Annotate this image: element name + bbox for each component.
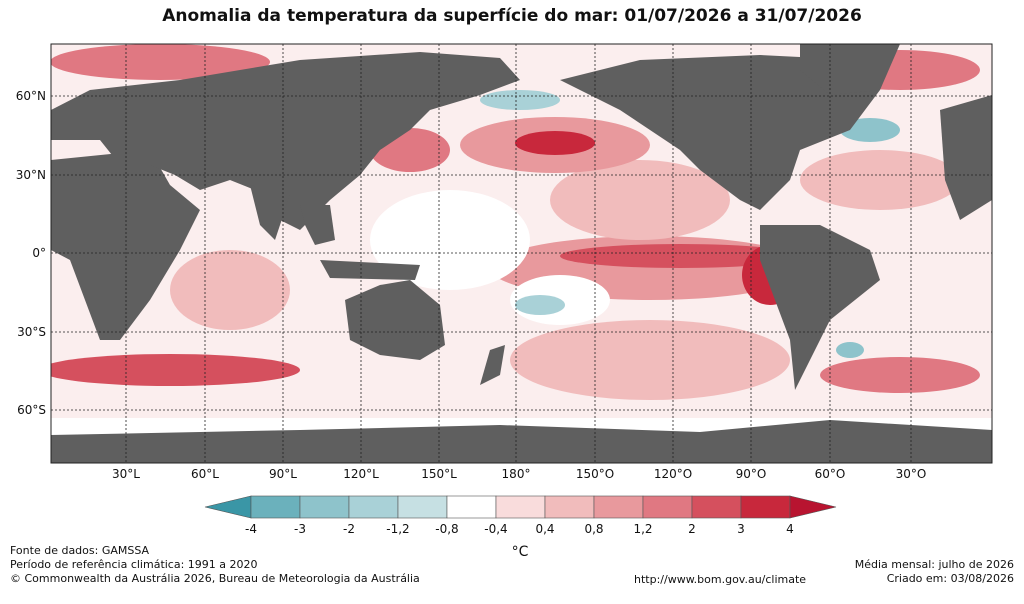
- colorbar-segment: [397, 495, 448, 519]
- indian-ocean-warm: [170, 250, 290, 330]
- footer-right: Média mensal: julho de 2026 Criado em: 0…: [855, 558, 1014, 586]
- lat-label-60s: 60°S: [17, 403, 46, 417]
- lon-label-180: 180°: [501, 467, 531, 481]
- greenland-land: [800, 44, 900, 95]
- colorbar-right-arrow: [789, 495, 837, 519]
- colorbar-label: 3: [737, 522, 745, 536]
- southwest-atlantic-cool: [836, 342, 864, 358]
- lon-label-30e: 30°L: [112, 467, 140, 481]
- data-source: Fonte de dados: GAMSSA: [10, 544, 150, 557]
- lon-label-150e: 150°L: [421, 467, 457, 481]
- monthly-mean: Média mensal: julho de 2026: [854, 558, 1014, 571]
- lon-label-150w: 150°O: [575, 467, 615, 481]
- australia-land: [345, 280, 445, 360]
- colorbar-label: 1,2: [633, 522, 653, 536]
- new-zealand-land: [480, 345, 505, 385]
- colorbar-segment: [544, 495, 595, 519]
- colorbar-label: 2: [688, 522, 696, 536]
- lon-label-120e: 120°L: [343, 467, 379, 481]
- south-pacific-cool: [515, 295, 565, 315]
- bering-cool: [480, 90, 560, 110]
- lat-label-30n: 30°N: [15, 168, 46, 182]
- lat-label-60n: 60°N: [15, 89, 46, 103]
- created-date: Criado em: 03/08/2026: [886, 572, 1014, 585]
- africa-land: [51, 150, 200, 340]
- land-masses: [51, 44, 992, 390]
- map-title: Anomalia da temperatura da superfície do…: [162, 6, 862, 26]
- india-land: [250, 185, 290, 240]
- lon-label-90e: 90°L: [269, 467, 297, 481]
- europe-land: [940, 95, 992, 220]
- antarctica-land: [51, 420, 992, 463]
- colorbar-label: -3: [294, 522, 306, 536]
- eurasia-land: [51, 52, 520, 230]
- arctic-warm-west: [51, 44, 270, 80]
- colorbar-segment: [691, 495, 742, 519]
- north-america-land: [560, 55, 880, 210]
- colorbar-label: -0,8: [435, 522, 459, 536]
- southern-ocean-warm-east: [820, 357, 980, 393]
- colorbar-segment: [740, 495, 791, 519]
- footer-left: Fonte de dados: GAMSSA Período de referê…: [10, 544, 420, 586]
- colorbar-segment: [348, 495, 399, 519]
- graticule: [51, 44, 992, 463]
- lon-label-60w: 60°O: [814, 467, 846, 481]
- reference-period: Período de referência climática: 1991 a …: [10, 558, 258, 571]
- north-pacific-core: [515, 131, 595, 155]
- copyright: © Commonwealth da Austrália 2026, Bureau…: [10, 572, 420, 585]
- colorbar-segment: [593, 495, 644, 519]
- colorbar-unit: °C: [511, 544, 529, 560]
- colorbar-label: -2: [343, 522, 355, 536]
- colorbar-label: 4: [786, 522, 794, 536]
- south-america-land: [760, 225, 880, 390]
- map-frame: [50, 43, 993, 464]
- colorbar-segment: [446, 495, 497, 519]
- indonesia-land: [320, 260, 420, 280]
- lat-label-30s: 30°S: [17, 325, 46, 339]
- southeast-asia-land: [300, 205, 335, 245]
- colorbar-label: 0,8: [584, 522, 604, 536]
- colorbar-label: 0,4: [535, 522, 555, 536]
- colorbar-segment: [495, 495, 546, 519]
- labrador-cool: [840, 118, 900, 142]
- colorbar-segment: [250, 495, 301, 519]
- lon-label-120w: 120°O: [653, 467, 693, 481]
- colorbar-label: -4: [245, 522, 257, 536]
- south-pacific-warm: [510, 320, 790, 400]
- lon-label-30w: 30°O: [895, 467, 927, 481]
- southern-ocean-warm-west: [51, 354, 300, 386]
- colorbar-segment: [642, 495, 693, 519]
- colorbar-label: -1,2: [386, 522, 410, 536]
- colorbar-segment: [299, 495, 350, 519]
- source-url[interactable]: http://www.bom.gov.au/climate: [634, 573, 807, 586]
- lon-label-60e: 60°L: [191, 467, 219, 481]
- lon-label-90w: 90°O: [735, 467, 767, 481]
- atlantic-warm: [800, 150, 960, 210]
- equatorial-pacific-core: [560, 244, 800, 268]
- colorbar-label: -0,4: [484, 522, 508, 536]
- lat-label-0: 0°: [32, 246, 46, 260]
- colorbar-left-arrow: [204, 495, 252, 519]
